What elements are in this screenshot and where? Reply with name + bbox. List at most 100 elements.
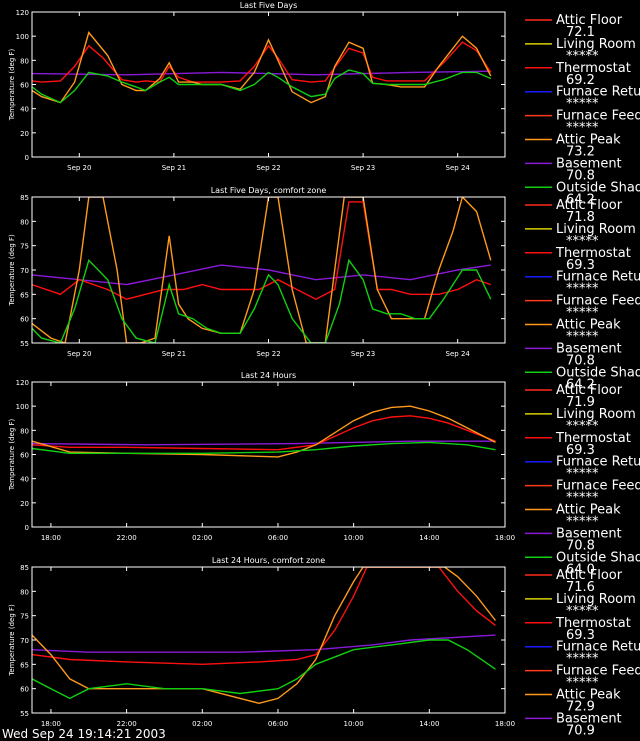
chart-title: Last 24 Hours, comfort zone bbox=[212, 556, 325, 565]
x-tick-label: 14:00 bbox=[419, 720, 439, 728]
legend-value: 71.9 bbox=[566, 395, 595, 410]
legend-name: Outside Shade bbox=[556, 365, 640, 380]
x-tick-label: Sep 23 bbox=[351, 350, 375, 358]
y-tick-label: 80 bbox=[20, 588, 29, 596]
legend-name: Attic Peak bbox=[556, 688, 621, 703]
x-tick-label: 06:00 bbox=[268, 534, 288, 542]
legend-name: Attic Floor bbox=[556, 568, 623, 583]
legend-value: ***** bbox=[566, 282, 599, 297]
legend-name: Furnace Return bbox=[556, 270, 640, 285]
series-line-basement bbox=[32, 634, 496, 653]
y-tick-label: 60 bbox=[20, 686, 29, 694]
series-line-basement bbox=[32, 70, 491, 76]
legend-value: 73.2 bbox=[566, 145, 595, 160]
legend-value: ***** bbox=[566, 419, 599, 434]
legend-value: 69.3 bbox=[566, 628, 595, 643]
x-tick-label: Sep 24 bbox=[446, 164, 471, 172]
y-tick-label: 60 bbox=[20, 452, 29, 460]
legend-value: ***** bbox=[566, 306, 599, 321]
legend-value: 69.3 bbox=[566, 443, 595, 458]
x-tick-label: Sep 23 bbox=[351, 164, 375, 172]
legend-name: Attic Floor bbox=[556, 383, 623, 398]
y-tick-label: 55 bbox=[20, 710, 29, 718]
y-tick-label: 70 bbox=[20, 267, 29, 275]
x-tick-label: 02:00 bbox=[192, 534, 212, 542]
legend-value: 64.2 bbox=[566, 377, 595, 392]
series-line-outside-shade bbox=[32, 441, 496, 454]
x-tick-label: 10:00 bbox=[344, 720, 364, 728]
x-tick-label: 22:00 bbox=[117, 720, 137, 728]
chart-title: Last 24 Hours bbox=[241, 371, 296, 380]
series-line-outside-shade bbox=[32, 69, 492, 104]
legend-name: Living Room bbox=[556, 407, 636, 422]
series-line-thermostat bbox=[32, 41, 492, 83]
legend-name: Furnace Feed bbox=[556, 479, 640, 494]
legend-name: Furnace Feed bbox=[556, 294, 640, 309]
x-tick-label: 18:00 bbox=[495, 720, 515, 728]
chart-title: Last Five Days bbox=[240, 1, 298, 10]
y-tick-label: 85 bbox=[20, 194, 29, 202]
y-tick-label: 40 bbox=[20, 476, 29, 484]
legend-value: ***** bbox=[566, 330, 599, 345]
chart-title: Last Five Days, comfort zone bbox=[211, 186, 327, 195]
chart-series-group bbox=[32, 567, 497, 705]
legend-value: ***** bbox=[566, 676, 599, 691]
legend-value: 70.8 bbox=[566, 168, 595, 183]
legend-name: Thermostat bbox=[555, 61, 631, 76]
y-tick-label: 80 bbox=[20, 57, 29, 65]
legend-value: 69.3 bbox=[566, 258, 595, 273]
x-tick-label: 10:00 bbox=[344, 534, 364, 542]
series-line-outside-shade bbox=[32, 258, 492, 343]
legend-value: ***** bbox=[566, 234, 599, 249]
legend-value: 70.8 bbox=[566, 538, 595, 553]
chart-series-group bbox=[32, 31, 492, 104]
series-line-attic-peak bbox=[32, 567, 497, 705]
y-tick-label: 120 bbox=[16, 379, 29, 387]
legend-name: Living Room bbox=[556, 222, 636, 237]
y-tick-label: 75 bbox=[20, 243, 29, 251]
y-tick-label: 70 bbox=[20, 637, 29, 645]
y-tick-label: 65 bbox=[20, 291, 29, 299]
series-line-thermostat bbox=[32, 415, 496, 451]
y-tick-label: 75 bbox=[20, 613, 29, 621]
timestamp-label: Wed Sep 24 19:14:21 2003 bbox=[2, 727, 166, 741]
legend-value: 71.8 bbox=[566, 210, 595, 225]
y-tick-label: 65 bbox=[20, 661, 29, 669]
legend-value: 72.9 bbox=[566, 700, 595, 715]
legend-name: Basement bbox=[556, 156, 622, 171]
x-tick-label: Sep 20 bbox=[67, 164, 91, 172]
legend-name: Basement bbox=[556, 526, 622, 541]
legend-name: Thermostat bbox=[555, 246, 631, 261]
x-tick-label: 14:00 bbox=[419, 534, 439, 542]
x-tick-label: Sep 24 bbox=[446, 350, 471, 358]
legend-name: Attic Peak bbox=[556, 503, 621, 518]
y-tick-label: 80 bbox=[20, 427, 29, 435]
y-tick-label: 100 bbox=[16, 403, 29, 411]
chart-series-group bbox=[32, 405, 496, 458]
x-tick-label: Sep 21 bbox=[162, 350, 186, 358]
series-line-basement bbox=[32, 264, 491, 286]
series-line-thermostat bbox=[32, 201, 492, 300]
chart-panel-2: 55 60 65 70 75 80 85 Sep 20 Sep 21 Sep 22 Sep 23 Se… bbox=[8, 186, 506, 358]
x-tick-label: Sep 20 bbox=[67, 350, 91, 358]
legend-name: Attic Peak bbox=[556, 318, 621, 333]
y-axis-label: Temperature (deg F) bbox=[8, 419, 16, 492]
legend-value: ***** bbox=[566, 467, 599, 482]
chart-panel-3: 0 20 40 60 80 100 120 18:00 22:00 02:00 06:00 10:00… bbox=[8, 371, 515, 542]
y-tick-label: 20 bbox=[20, 130, 29, 138]
legend-value: ***** bbox=[566, 515, 599, 530]
x-tick-label: 06:00 bbox=[268, 720, 288, 728]
x-tick-label: 18:00 bbox=[41, 534, 61, 542]
legend-name: Attic Floor bbox=[556, 198, 623, 213]
x-tick-label: 18:00 bbox=[495, 534, 515, 542]
legend-value: ***** bbox=[566, 49, 599, 64]
y-tick-label: 60 bbox=[20, 82, 29, 90]
y-tick-label: 100 bbox=[16, 33, 29, 41]
legend-value: 70.8 bbox=[566, 353, 595, 368]
